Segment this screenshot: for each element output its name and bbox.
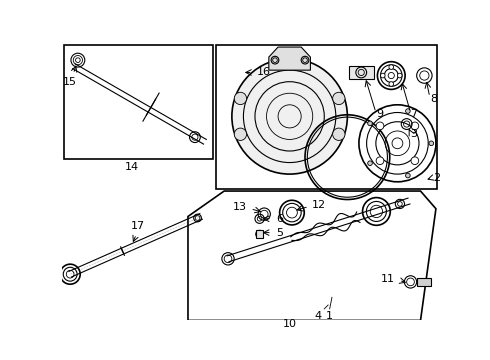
- Bar: [64, 45, 213, 159]
- Circle shape: [368, 121, 372, 126]
- Bar: [416, 278, 431, 286]
- Text: 9: 9: [376, 109, 383, 119]
- Circle shape: [234, 92, 246, 105]
- Circle shape: [256, 230, 264, 238]
- Polygon shape: [269, 47, 311, 70]
- Circle shape: [333, 92, 345, 105]
- Circle shape: [389, 65, 393, 69]
- Text: 1: 1: [326, 311, 333, 321]
- Circle shape: [368, 161, 372, 166]
- Circle shape: [376, 122, 384, 130]
- Circle shape: [397, 73, 402, 78]
- Text: 2: 2: [434, 173, 441, 183]
- Circle shape: [406, 173, 410, 178]
- Text: 8: 8: [430, 94, 437, 104]
- Bar: [217, 45, 437, 189]
- Circle shape: [429, 141, 434, 145]
- Circle shape: [234, 128, 246, 140]
- Text: 10: 10: [283, 319, 296, 329]
- Text: 7: 7: [411, 109, 417, 119]
- Circle shape: [389, 82, 393, 86]
- Text: 5: 5: [276, 228, 283, 238]
- Text: 11: 11: [381, 274, 395, 284]
- Circle shape: [411, 157, 418, 165]
- Text: 16: 16: [257, 67, 270, 77]
- Circle shape: [376, 157, 384, 165]
- Text: 4: 4: [315, 311, 321, 321]
- Text: 13: 13: [233, 202, 247, 212]
- Text: 12: 12: [312, 200, 326, 210]
- Polygon shape: [349, 66, 373, 78]
- Circle shape: [406, 109, 410, 113]
- Text: 14: 14: [125, 162, 139, 172]
- Bar: [256, 230, 264, 238]
- Text: 15: 15: [63, 77, 77, 87]
- Text: 6: 6: [276, 214, 283, 224]
- Circle shape: [381, 73, 385, 78]
- Text: 17: 17: [131, 221, 145, 231]
- Circle shape: [411, 122, 418, 130]
- Circle shape: [333, 128, 345, 140]
- Text: 3: 3: [411, 129, 417, 139]
- Circle shape: [232, 59, 347, 174]
